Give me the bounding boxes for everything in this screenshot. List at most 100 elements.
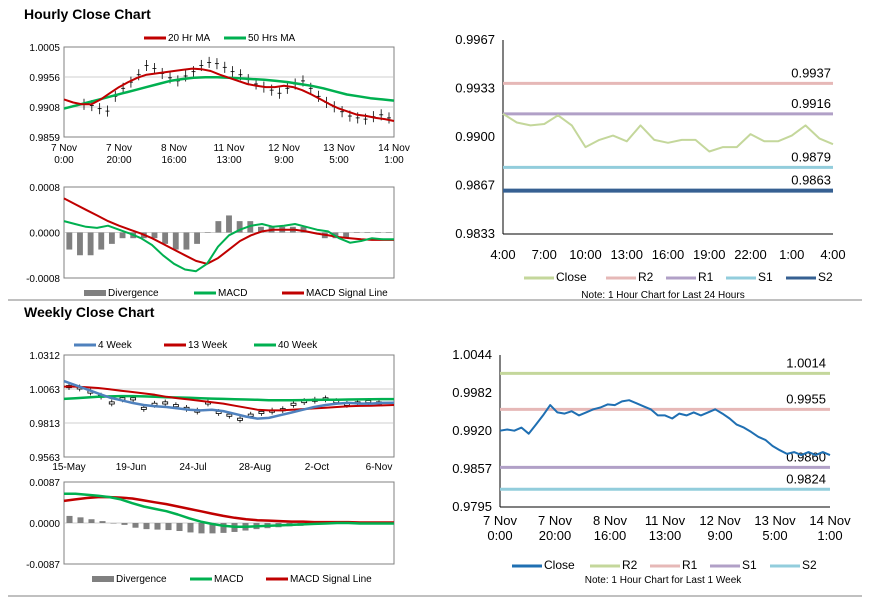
hourly-macd-divergence-bar	[375, 232, 381, 233]
hourly-levels-note: Note: 1 Hour Chart for Last 24 Hours	[581, 290, 744, 301]
weekly-legend-4wk-label: 4 Week	[98, 340, 133, 351]
weekly-price-x-tick: 28-Aug	[239, 462, 271, 473]
hourly-macd-divergence-bar	[226, 215, 232, 233]
hourly-price-x-tick-time: 20:00	[106, 155, 131, 166]
weekly-section-title: Weekly Close Chart	[24, 304, 155, 320]
weekly-levels-y-tick: 0.9795	[452, 499, 492, 514]
weekly-levels-x-tick-date: 7 Nov	[483, 513, 517, 528]
hourly-macd-y-tick: -0.0008	[26, 274, 60, 285]
weekly-macd-divergence-bar	[154, 523, 161, 530]
hourly-price-x-tick-date: 12 Nov	[268, 143, 300, 154]
hourly-levels-y-tick: 0.9967	[455, 32, 495, 47]
hourly-macd-y-tick: 0.0000	[29, 229, 60, 240]
weekly-ma4-line	[63, 379, 395, 420]
weekly-macd-divergence-bar	[110, 523, 117, 524]
weekly-levels-legend-close-label: Close	[544, 558, 575, 572]
hourly-price-x-tick-time: 5:00	[329, 155, 349, 166]
hourly-macd-y-tick: 0.0008	[29, 183, 60, 194]
hourly-macd-divergence-bar	[236, 221, 243, 233]
weekly-levels-x-tick-date: 13 Nov	[754, 513, 796, 528]
weekly-price-y-tick: 0.9813	[29, 419, 60, 430]
hourly-level-s2-label: 0.9863	[791, 173, 831, 188]
weekly-levels-x-tick-date: 14 Nov	[809, 513, 851, 528]
weekly-macd-y-tick: 0.0087	[29, 478, 60, 489]
weekly-legend-macd-label: MACD	[214, 574, 243, 585]
hourly-price-y-tick: 0.9859	[29, 133, 60, 144]
weekly-macd-y-tick: -0.0087	[26, 560, 60, 571]
hourly-macd-divergence-bar	[66, 232, 73, 250]
hourly-levels-y-tick: 0.9933	[455, 81, 495, 96]
hourly-levels-legend-s2-label: S2	[818, 270, 833, 284]
hourly-macd-divergence-bar	[385, 232, 392, 233]
weekly-macd-divergence-bar	[143, 523, 150, 530]
weekly-levels-x-tick-time: 9:00	[707, 528, 732, 543]
weekly-levels-legend-r1-label: R1	[682, 558, 698, 572]
hourly-price-x-tick-date: 11 Nov	[214, 143, 245, 154]
hourly-levels-legend-r1-label: R1	[698, 270, 714, 284]
hourly-levels-legend-s1-label: S1	[758, 270, 773, 284]
hourly-price-x-tick-date: 8 Nov	[161, 143, 187, 154]
weekly-candle-body	[365, 400, 372, 404]
weekly-candle-body	[258, 410, 265, 414]
weekly-levels-y-tick: 1.0044	[452, 347, 492, 362]
weekly-levels-x-tick-date: 11 Nov	[645, 513, 686, 528]
hourly-macd-divergence-bar	[258, 226, 264, 233]
hourly-macd-divergence-bar	[194, 232, 200, 244]
hourly-macd-divergence-bar	[87, 232, 94, 256]
weekly-macd-divergence-bar	[187, 523, 194, 533]
weekly-candle-body	[140, 406, 147, 410]
weekly-macd-divergence-bar	[132, 523, 139, 528]
weekly-level-r1-label: 0.9955	[786, 391, 826, 406]
weekly-levels-legend-r2-label: R2	[622, 558, 638, 572]
weekly-macd-divergence-bar	[176, 523, 183, 532]
weekly-price-y-tick: 0.9563	[29, 453, 60, 464]
weekly-levels-x-tick-time: 1:00	[817, 528, 842, 543]
hourly-price-x-tick-time: 13:00	[216, 155, 241, 166]
hourly-price-x-tick-time: 1:00	[384, 155, 404, 166]
hourly-levels-x-tick: 1:00	[779, 247, 804, 262]
hourly-levels-x-tick: 13:00	[610, 247, 643, 262]
weekly-levels-x-tick-time: 13:00	[649, 528, 682, 543]
weekly-candle-body	[130, 397, 137, 401]
weekly-ma40-line	[63, 394, 394, 402]
hourly-legend-ma50-label: 50 Hrs MA	[248, 33, 296, 44]
hourly-macd-divergence-bar	[77, 232, 83, 256]
weekly-levels-x-tick-date: 12 Nov	[699, 513, 741, 528]
hourly-macd-divergence-bar	[353, 232, 360, 233]
hourly-levels-x-tick: 4:00	[820, 247, 845, 262]
hourly-price-x-tick-time: 9:00	[274, 155, 294, 166]
weekly-price-x-tick: 6-Nov	[366, 462, 393, 473]
weekly-levels-x-tick-date: 8 Nov	[593, 513, 627, 528]
weekly-candle-body	[237, 417, 243, 421]
hourly-levels-x-tick: 22:00	[734, 247, 767, 262]
hourly-levels-x-tick: 19:00	[693, 247, 726, 262]
hourly-price-plot	[63, 46, 395, 138]
weekly-legend-40wk-label: 40 Week	[278, 340, 318, 351]
weekly-levels-y-tick: 0.9982	[452, 385, 492, 400]
weekly-macd-divergence-bar	[198, 523, 205, 534]
hourly-macd-divergence-bar	[151, 232, 158, 239]
weekly-legend-13wk-label: 13 Week	[188, 340, 228, 351]
hourly-macd-divergence-bar	[162, 232, 169, 244]
weekly-levels-x-tick-time: 20:00	[539, 528, 572, 543]
weekly-macd-divergence-bar	[99, 521, 106, 523]
weekly-macd-divergence-bar	[165, 523, 172, 531]
weekly-price-x-tick: 19-Jun	[116, 462, 147, 473]
hourly-price-x-tick-date: 7 Nov	[51, 143, 77, 154]
hourly-macd-divergence-bar	[215, 221, 222, 233]
weekly-macd-divergence-bar	[88, 519, 95, 523]
weekly-levels-x-tick-time: 0:00	[487, 528, 512, 543]
hourly-price-x-tick-time: 0:00	[54, 155, 74, 166]
hourly-levels-x-tick: 7:00	[532, 247, 557, 262]
hourly-ma20-line	[63, 67, 395, 122]
hourly-levels-legend-close-label: Close	[556, 270, 587, 284]
hourly-price-y-tick: 1.0005	[29, 43, 60, 54]
weekly-levels-legend-s1-label: S1	[742, 558, 757, 572]
hourly-legend-divergence-label: Divergence	[108, 288, 159, 299]
weekly-candle-body	[162, 401, 169, 405]
hourly-macd-divergence-bar	[364, 232, 371, 233]
hourly-macd-divergence-bar	[119, 232, 126, 239]
weekly-ma13-line	[64, 385, 395, 412]
weekly-price-x-tick: 15-May	[52, 462, 85, 473]
weekly-price-y-tick: 1.0312	[29, 351, 60, 362]
